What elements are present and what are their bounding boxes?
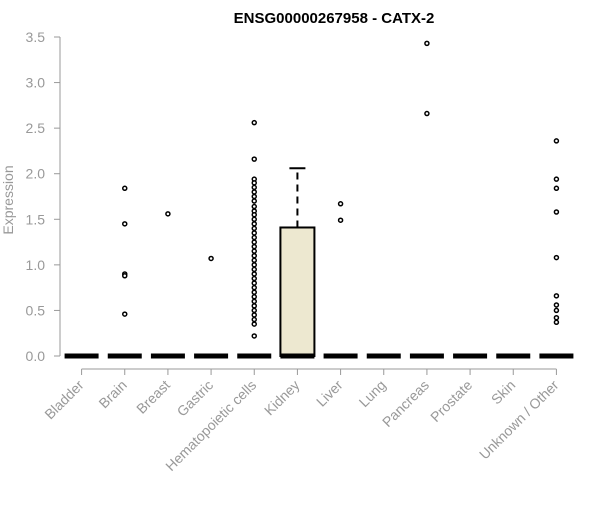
outlier-point: [553, 254, 560, 261]
outlier-point: [251, 280, 257, 286]
outlier-point: [553, 319, 560, 326]
outlier-point: [424, 110, 430, 117]
outlier-point: [553, 176, 560, 182]
outlier-point: [251, 262, 257, 268]
box-group: [323, 201, 358, 359]
y-axis: 0.0 0.5 1.0 1.5 2.0 2.5 3.0 3.5: [26, 29, 61, 364]
y-tick-label: 1.0: [26, 257, 46, 273]
outlier-point: [251, 257, 257, 264]
x-tick-label: Unknown / Other: [476, 377, 562, 463]
outlier-point: [251, 294, 257, 300]
y-tick-label: 0.5: [26, 302, 46, 318]
box-group: [539, 138, 574, 359]
outlier-point: [251, 303, 257, 309]
outlier-point: [251, 275, 257, 282]
outlier-point: [165, 211, 171, 217]
outlier-point: [553, 314, 560, 321]
outlier-point: [208, 255, 214, 262]
outlier-point: [553, 302, 560, 308]
y-tick-label: 2.5: [26, 120, 46, 136]
outlier-point: [251, 184, 257, 191]
box-body: [279, 226, 316, 357]
outlier-point: [553, 293, 560, 299]
outlier-point: [122, 273, 128, 279]
outlier-point: [251, 239, 257, 245]
y-tick-label: 3.5: [26, 29, 46, 45]
outlier-point: [251, 266, 257, 273]
y-tick-label: 2.0: [26, 166, 46, 182]
outlier-point: [251, 119, 257, 126]
outlier-point: [251, 298, 257, 305]
outlier-point: [251, 156, 257, 162]
box-group: [237, 119, 272, 359]
x-tick-label: Liver: [313, 377, 346, 410]
box-group: [150, 211, 185, 359]
y-tick-label: 0.0: [26, 348, 46, 364]
outlier-point: [553, 307, 560, 314]
outlier-point: [251, 284, 257, 291]
x-tick-label: Prostate: [427, 377, 475, 425]
outlier-point: [251, 198, 257, 204]
outlier-point: [251, 230, 257, 236]
outlier-point: [251, 312, 257, 318]
outlier-point: [553, 185, 560, 192]
outlier-point: [251, 271, 257, 277]
outlier-point: [251, 333, 257, 339]
y-tick-label: 1.5: [26, 211, 46, 227]
outlier-point: [251, 216, 257, 223]
x-tick-label: Gastric: [174, 377, 217, 420]
outlier-point: [251, 243, 257, 250]
outlier-point: [251, 307, 257, 314]
x-tick-label: Bladder: [41, 377, 87, 423]
box-group: [279, 167, 316, 359]
outlier-point: [251, 211, 257, 218]
box-group: [107, 185, 142, 359]
y-tick-label: 3.0: [26, 75, 46, 91]
outlier-point: [251, 248, 257, 254]
outlier-point: [424, 40, 430, 47]
x-tick-label: Skin: [488, 377, 519, 408]
outlier-point: [251, 289, 257, 295]
outlier-point: [251, 189, 257, 195]
outlier-point: [251, 321, 257, 327]
outlier-point: [553, 209, 560, 215]
outlier-point: [251, 193, 257, 200]
outlier-point: [337, 217, 344, 223]
x-tick-label: Pancreas: [379, 377, 432, 430]
outlier-point: [122, 185, 128, 192]
outlier-point: [122, 311, 128, 317]
y-axis-label: Expression: [0, 165, 16, 234]
chart-title: ENSG00000267958 - CATX-2: [234, 10, 435, 27]
outlier-point: [122, 221, 128, 227]
box-series: [64, 40, 574, 359]
outlier-point: [251, 252, 257, 259]
box-group: [409, 40, 444, 359]
outlier-point: [251, 180, 257, 186]
x-tick-label: Brain: [95, 377, 129, 411]
box-group: [194, 255, 229, 359]
outlier-point: [337, 201, 344, 207]
x-tick-label: Kidney: [261, 377, 303, 419]
outlier-point: [251, 203, 257, 210]
outlier-point: [251, 221, 257, 227]
x-tick-label: Lung: [356, 377, 389, 410]
outlier-point: [251, 225, 257, 232]
outlier-point: [251, 234, 257, 241]
outlier-point: [251, 316, 257, 323]
outlier-point: [553, 138, 560, 144]
x-tick-label: Breast: [133, 377, 173, 417]
